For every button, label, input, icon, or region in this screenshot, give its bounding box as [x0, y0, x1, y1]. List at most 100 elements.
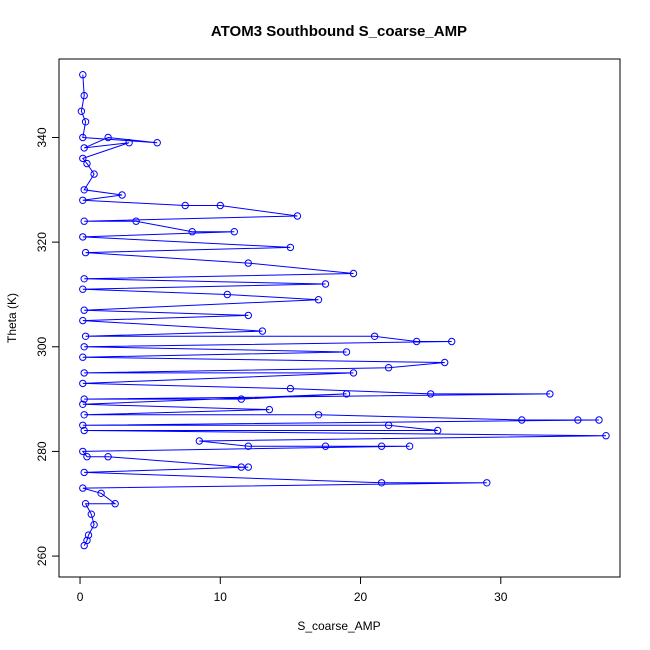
data-point — [441, 358, 449, 367]
y-tick-label: 340 — [35, 127, 49, 147]
data-point — [370, 332, 379, 340]
data-point — [518, 416, 526, 424]
data-point — [314, 296, 323, 304]
data-point — [80, 426, 88, 435]
data-point — [286, 243, 295, 252]
data-point — [265, 405, 274, 414]
data-point — [79, 233, 87, 241]
data-point — [79, 133, 87, 142]
data-point — [81, 500, 90, 508]
data-point — [80, 395, 88, 403]
data-point — [104, 133, 112, 142]
data-point — [87, 510, 96, 518]
x-axis-label: S_coarse_AMP — [297, 619, 380, 633]
data-point — [83, 453, 91, 461]
data-point — [258, 327, 267, 335]
series-line — [80, 74, 607, 546]
data-point — [384, 364, 393, 372]
data-point — [90, 170, 98, 178]
data-point — [244, 442, 253, 450]
x-tick-label: 30 — [494, 590, 508, 604]
data-point — [384, 421, 393, 429]
data-point — [448, 337, 456, 346]
data-point — [97, 489, 105, 497]
data-point — [377, 442, 386, 450]
data-point — [79, 285, 87, 293]
data-point — [321, 442, 330, 450]
x-tick-label: 20 — [354, 590, 368, 604]
data-point — [602, 432, 610, 440]
data-point — [244, 463, 253, 471]
data-point — [79, 400, 87, 408]
data-point — [118, 191, 126, 199]
data-point — [80, 343, 88, 351]
data-point — [216, 201, 225, 210]
data-point — [230, 228, 239, 236]
data-point — [349, 369, 358, 377]
data-point — [434, 426, 442, 435]
data-point — [595, 416, 603, 424]
data-point — [181, 201, 189, 210]
y-tick-label: 300 — [35, 336, 49, 356]
data-point — [79, 353, 87, 361]
data-point — [84, 531, 93, 539]
y-tick-label: 280 — [35, 441, 49, 461]
data-point — [80, 541, 88, 550]
data-point — [90, 521, 98, 529]
y-axis-label: Theta (K) — [5, 293, 19, 343]
data-point — [483, 479, 491, 487]
data-point — [377, 479, 386, 487]
data-point — [79, 71, 87, 79]
data-point — [81, 332, 90, 340]
data-point — [412, 337, 421, 346]
data-point — [342, 348, 351, 356]
data-point — [153, 139, 161, 147]
series-layer — [77, 71, 610, 550]
data-point — [321, 280, 330, 288]
data-point — [80, 217, 88, 225]
data-point — [79, 484, 87, 492]
x-tick-label: 0 — [77, 590, 84, 604]
data-point — [80, 186, 88, 194]
data-point — [286, 384, 295, 393]
data-point — [79, 154, 87, 163]
data-point — [104, 453, 112, 461]
data-point — [80, 91, 88, 100]
data-point — [427, 390, 435, 398]
data-point — [79, 196, 87, 205]
data-point — [80, 411, 88, 419]
data-point — [342, 390, 351, 398]
data-point — [195, 437, 204, 445]
data-point — [237, 395, 246, 403]
data-point — [79, 447, 87, 456]
data-point — [79, 421, 87, 429]
y-axis: 260 280 300 320 340 — [35, 127, 60, 566]
chart-title: ATOM3 Southbound S_coarse_AMP — [211, 23, 467, 40]
data-point — [574, 416, 582, 424]
data-point — [244, 311, 253, 320]
data-point — [83, 159, 91, 168]
data-point — [244, 259, 253, 267]
data-point — [79, 316, 87, 325]
data-point — [80, 369, 88, 377]
x-tick-label: 10 — [214, 590, 228, 604]
data-point — [314, 411, 323, 419]
data-point — [546, 390, 554, 398]
y-tick-label: 320 — [35, 232, 49, 252]
data-point — [188, 228, 196, 236]
data-point — [80, 144, 88, 152]
data-point — [77, 107, 86, 116]
data-point — [79, 379, 87, 388]
data-point — [80, 306, 88, 314]
data-point — [405, 442, 414, 450]
data-point — [80, 275, 88, 283]
data-point — [223, 290, 232, 299]
data-point — [81, 248, 90, 257]
data-point — [293, 212, 302, 220]
data-point — [132, 217, 140, 225]
y-tick-label: 260 — [35, 546, 49, 566]
data-point — [237, 463, 246, 471]
data-point — [125, 139, 133, 147]
